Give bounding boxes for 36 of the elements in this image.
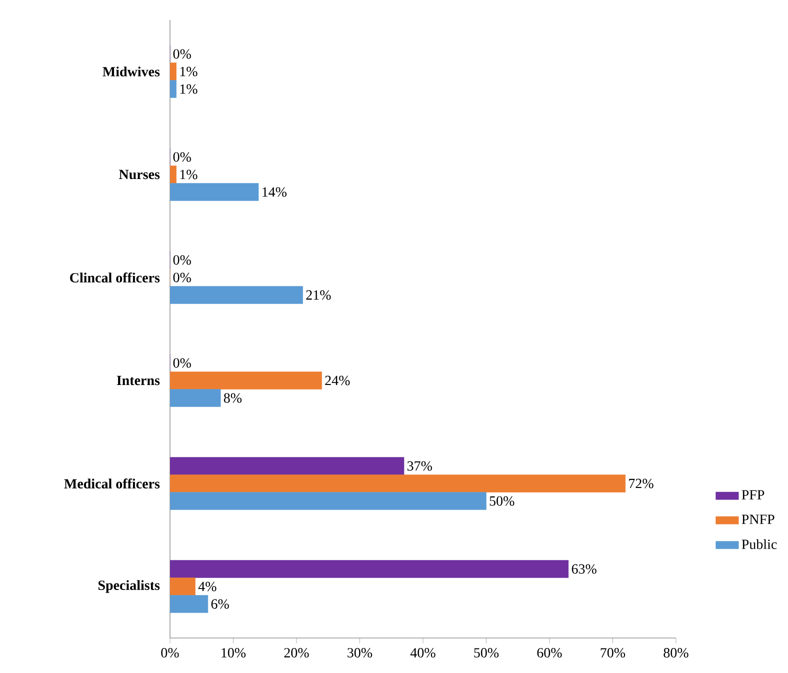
x-tick-label: 80% [664, 648, 688, 658]
y-tick-label: Medical officers [64, 478, 160, 488]
data-label: 14% [262, 187, 287, 197]
legend-label: PNFP [742, 514, 774, 524]
data-label: 0% [173, 49, 191, 59]
data-label: 50% [490, 496, 514, 506]
data-label: 72% [629, 478, 654, 488]
data-label: 21% [306, 290, 331, 300]
data-label: 1% [180, 66, 198, 76]
x-tick-label: 60% [537, 648, 562, 658]
y-tick-label: Clincal officers [70, 272, 160, 283]
data-label: 6% [211, 599, 229, 609]
y-tick-label: Nurses [119, 170, 160, 180]
x-tick-label: 20% [284, 648, 309, 658]
x-tick-label: 0% [161, 648, 179, 658]
data-label: 4% [198, 582, 216, 592]
data-label: 1% [180, 170, 198, 180]
data-label: 37% [407, 461, 432, 471]
x-tick-label: 70% [600, 648, 626, 658]
y-tick-label: Specialists [98, 580, 160, 593]
y-tick-label: Midwives [102, 66, 160, 76]
data-label: 8% [224, 393, 242, 403]
y-tick-label: Interns [116, 376, 160, 386]
x-tick-label: 40% [410, 648, 436, 658]
legend-label: Public [742, 539, 777, 550]
data-label: 0% [173, 358, 191, 368]
data-label: 0% [173, 255, 191, 265]
data-label: 24% [325, 376, 350, 386]
x-tick-label: 10% [222, 648, 246, 658]
legend-label: PFP [742, 490, 764, 500]
data-label: 63% [572, 564, 596, 574]
data-label: 1% [180, 84, 198, 94]
x-tick-label: 30% [348, 648, 372, 658]
data-label: 0% [173, 272, 191, 282]
data-label: 0% [173, 152, 191, 162]
x-tick-label: 50% [474, 648, 499, 658]
